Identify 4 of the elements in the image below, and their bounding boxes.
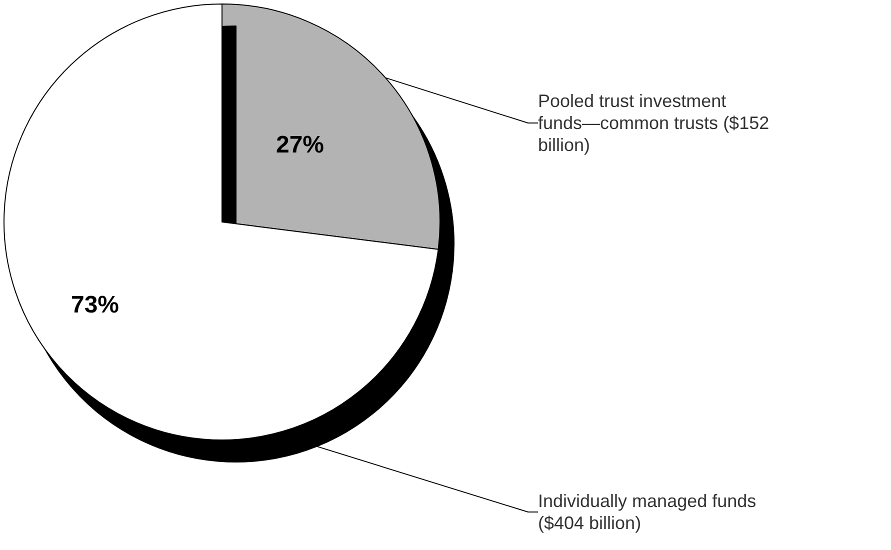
slice-label: Pooled trust investment funds—common trusts ($152 billion) [538, 91, 774, 155]
slice-label: Individually managed funds ($404 billion) [538, 491, 762, 533]
data-label: 27% [276, 132, 324, 158]
data-label: 73% [70, 292, 120, 318]
